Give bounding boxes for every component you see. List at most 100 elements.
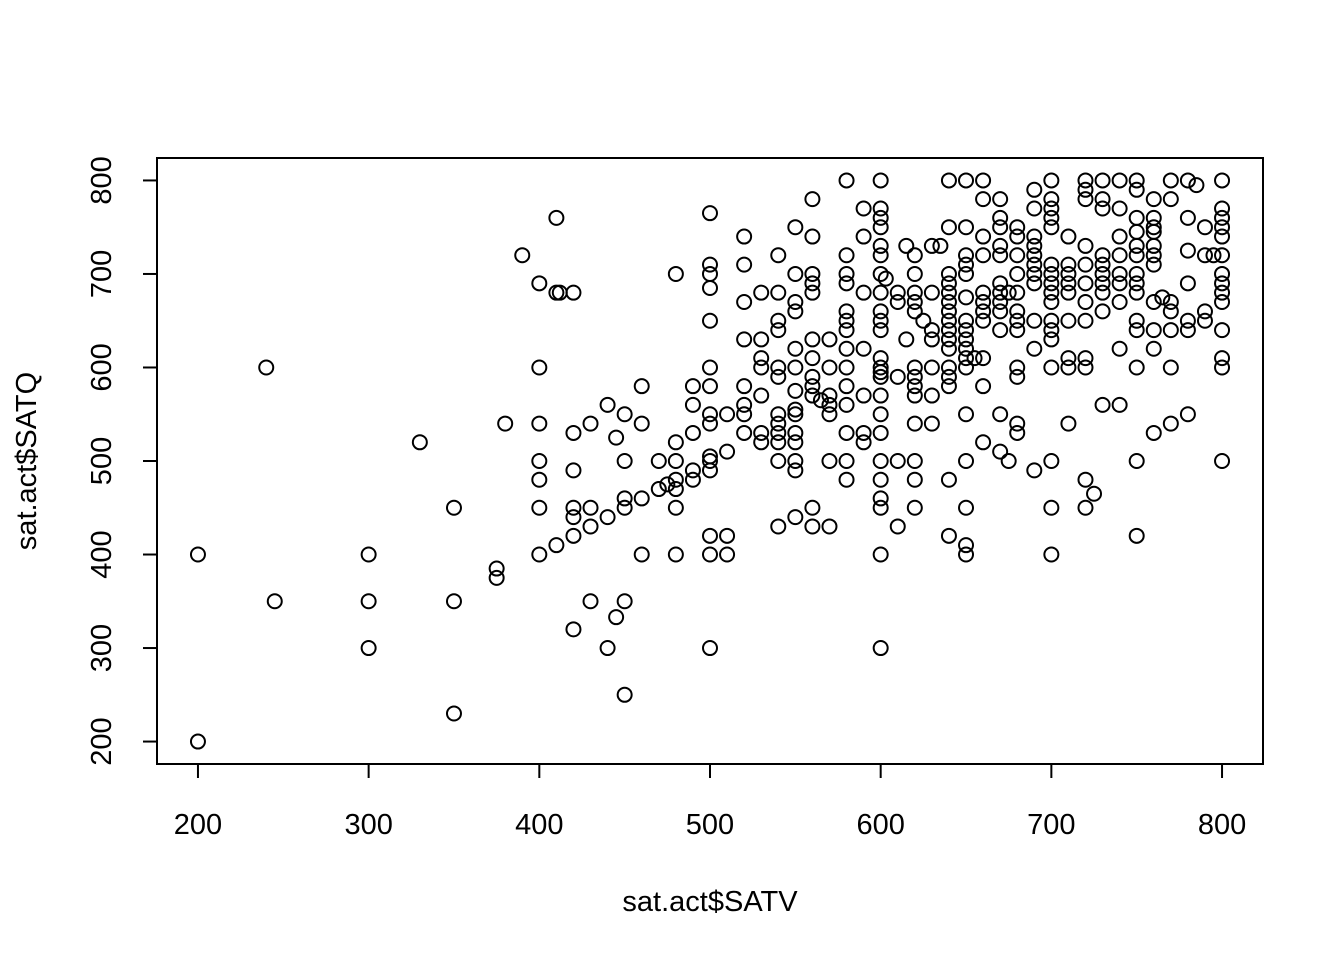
data-point <box>958 312 975 329</box>
data-point <box>360 546 377 563</box>
data-point <box>1111 247 1128 264</box>
data-point <box>770 247 787 264</box>
data-point <box>787 509 804 526</box>
data-point <box>940 312 957 329</box>
data-point <box>531 546 548 563</box>
data-point <box>787 340 804 357</box>
data-point <box>1128 172 1145 189</box>
data-point <box>838 247 855 264</box>
data-point <box>582 518 599 535</box>
data-point <box>940 471 957 488</box>
data-point <box>753 284 770 301</box>
data-point <box>821 359 838 376</box>
data-point <box>855 387 872 404</box>
x-tick-label: 200 <box>174 809 222 841</box>
data-point <box>923 322 940 339</box>
data-point <box>1145 294 1162 311</box>
y-tick-label: 300 <box>86 624 118 672</box>
data-point <box>1094 303 1111 320</box>
data-point <box>872 172 889 189</box>
data-point <box>1214 359 1231 376</box>
data-point <box>548 537 565 554</box>
data-point <box>565 509 582 526</box>
data-point <box>1094 396 1111 413</box>
data-point <box>872 247 889 264</box>
data-point <box>804 368 821 385</box>
data-point <box>958 256 975 273</box>
data-point <box>684 396 701 413</box>
data-point <box>1214 172 1231 189</box>
y-tick-label: 800 <box>86 156 118 204</box>
data-point <box>1026 275 1043 292</box>
data-point <box>821 406 838 423</box>
data-point <box>770 453 787 469</box>
data-point <box>992 275 1009 292</box>
data-point <box>753 424 770 441</box>
data-point <box>1111 294 1128 311</box>
data-point <box>753 434 770 451</box>
data-point <box>872 312 889 329</box>
data-point <box>565 527 582 544</box>
data-point <box>1214 228 1231 245</box>
data-point <box>787 424 804 441</box>
data-point <box>1128 265 1145 282</box>
data-point <box>1179 406 1196 423</box>
data-point <box>1077 359 1094 376</box>
data-point <box>548 284 565 301</box>
plot-frame <box>156 157 1264 765</box>
data-point <box>932 237 949 254</box>
data-point <box>838 265 855 282</box>
data-point <box>531 499 548 516</box>
data-point <box>753 359 770 376</box>
data-point <box>753 387 770 404</box>
data-point <box>702 406 718 423</box>
data-point <box>702 359 718 376</box>
data-point <box>599 640 616 657</box>
data-point <box>975 284 992 301</box>
data-point <box>1111 396 1128 413</box>
data-point <box>804 265 821 282</box>
data-point <box>1128 247 1145 264</box>
data-point <box>872 209 889 226</box>
data-point <box>531 415 548 432</box>
data-point <box>565 424 582 441</box>
data-point <box>804 275 821 292</box>
data-point <box>1043 499 1060 516</box>
data-point <box>684 378 701 395</box>
data-point <box>702 265 718 282</box>
data-point <box>497 415 514 432</box>
data-point <box>1094 284 1111 301</box>
data-point <box>1162 294 1179 311</box>
data-point <box>736 378 753 395</box>
data-point <box>667 265 684 282</box>
data-point <box>616 593 633 610</box>
data-point <box>608 429 625 446</box>
data-point <box>1060 228 1077 245</box>
data-point <box>787 462 804 479</box>
data-point <box>1043 256 1060 273</box>
data-point <box>966 350 983 367</box>
data-point <box>684 462 701 479</box>
data-point <box>1128 223 1145 240</box>
data-point <box>719 527 736 544</box>
data-point <box>1026 228 1043 245</box>
data-point <box>804 284 821 301</box>
data-point <box>872 322 889 339</box>
data-point <box>565 284 582 301</box>
data-point <box>1009 312 1026 329</box>
data-point <box>975 228 992 245</box>
data-point <box>1043 284 1060 301</box>
data-point <box>975 172 992 189</box>
data-point <box>923 415 940 432</box>
data-point <box>992 237 1009 254</box>
data-point <box>975 350 992 367</box>
data-point <box>770 424 787 441</box>
data-point <box>1205 247 1222 264</box>
data-point <box>906 368 923 385</box>
data-point <box>1077 499 1094 516</box>
data-point <box>1009 322 1026 339</box>
data-point <box>189 546 206 563</box>
data-point <box>1043 359 1060 376</box>
data-point <box>1162 359 1179 376</box>
